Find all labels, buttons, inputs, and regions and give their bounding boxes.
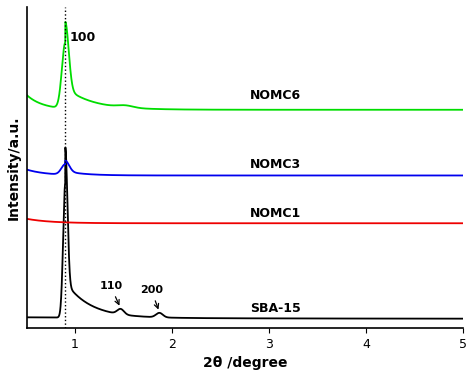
Text: SBA-15: SBA-15	[250, 302, 301, 315]
Y-axis label: Intensity/a.u.: Intensity/a.u.	[7, 115, 21, 220]
Text: NOMC6: NOMC6	[250, 89, 301, 102]
Text: 200: 200	[140, 285, 163, 308]
Text: NOMC1: NOMC1	[250, 207, 301, 220]
X-axis label: 2θ /degree: 2θ /degree	[202, 356, 287, 370]
Text: NOMC3: NOMC3	[250, 158, 301, 171]
Text: 110: 110	[99, 282, 122, 305]
Text: 100: 100	[69, 31, 95, 44]
